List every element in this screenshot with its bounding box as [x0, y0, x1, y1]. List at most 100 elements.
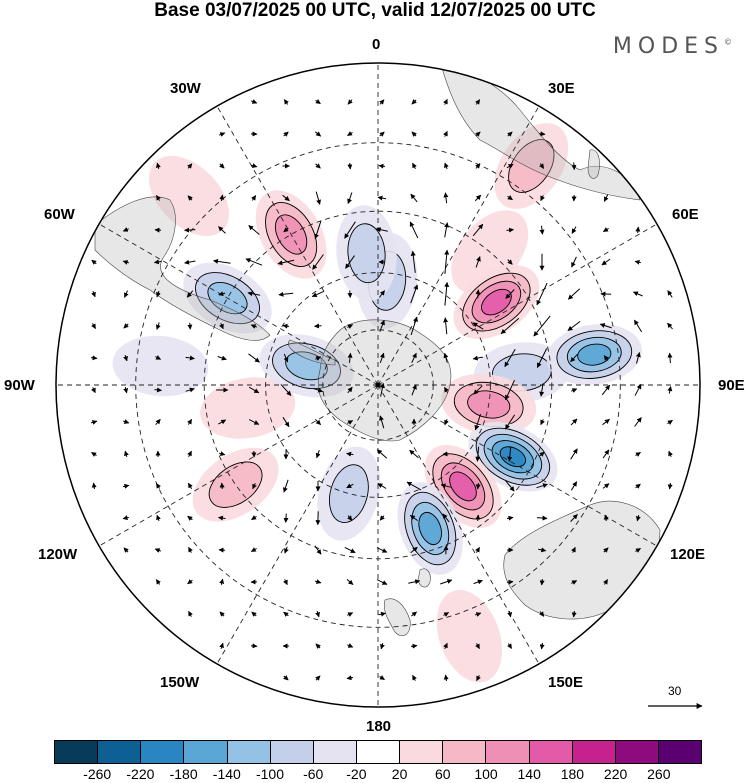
wind-arrow [315, 643, 321, 649]
wind-arrow [91, 259, 97, 265]
wind-arrow [505, 289, 515, 299]
wind-arrow [504, 414, 516, 430]
wind-arrow [633, 319, 643, 333]
wind-arrow [347, 192, 353, 204]
map-boundary [55, 62, 701, 708]
wind-arrow [475, 514, 481, 522]
wind-arrow [91, 387, 96, 394]
colorbar-tick-label: -260 [83, 766, 112, 782]
wind-arrow [406, 481, 422, 491]
wind-arrow [505, 480, 515, 492]
wind-arrow [444, 386, 449, 393]
wind-arrow [277, 259, 295, 266]
anomaly-contour [508, 139, 555, 193]
wind-arrow [344, 221, 356, 239]
wind-arrow [283, 353, 289, 363]
colorbar-cell [54, 740, 99, 764]
colorbar-cell [658, 740, 703, 764]
wind-arrow [443, 642, 448, 649]
wind-arrow [344, 546, 356, 554]
wind-arrow [218, 419, 227, 425]
wind-arrow [667, 290, 673, 298]
wind-arrow [247, 291, 261, 297]
wind-arrow [475, 482, 481, 490]
colorbar-tick-label: -220 [126, 766, 155, 782]
colorbar-tick-label: 260 [647, 766, 671, 782]
wind-arrow [475, 289, 481, 299]
wind-arrow [634, 417, 642, 427]
wind-arrow [602, 449, 610, 459]
wind-arrow [283, 227, 289, 233]
wind-arrow [311, 290, 324, 298]
wind-arrow [408, 579, 421, 585]
wind-arrow [124, 290, 129, 298]
wind-arrow [347, 324, 354, 329]
colorbar-cell [141, 740, 185, 764]
wind-arrow [667, 386, 673, 394]
wind-arrow [473, 385, 483, 395]
wind-arrow [218, 515, 226, 521]
anomaly-contour [418, 511, 442, 546]
wind-arrow [567, 321, 581, 331]
colorbar-cell [270, 740, 314, 764]
wind-arrow [410, 643, 418, 649]
wind-arrow [186, 290, 194, 298]
wind-arrow [540, 195, 545, 202]
wind-arrow [314, 579, 322, 584]
wind-arrow [187, 322, 193, 330]
wind-arrow [410, 316, 418, 336]
wind-arrow [188, 610, 193, 617]
wind-arrow [411, 611, 417, 617]
wind-arrow [409, 449, 419, 459]
colorbar-tick-label: 180 [560, 766, 585, 782]
wind-arrow [315, 163, 321, 169]
wind-arrow [185, 387, 195, 393]
pole-marker [375, 382, 381, 388]
wind-arrow [539, 578, 545, 586]
wind-arrow [507, 643, 513, 649]
wind-arrow [217, 355, 227, 361]
modes-logo: MODES© [612, 34, 732, 59]
colorbar-cell [400, 740, 444, 764]
wind-arrow [155, 162, 161, 170]
wind-arrow [567, 288, 581, 300]
wind-arrow [507, 610, 513, 618]
wind-arrow [409, 514, 418, 522]
lon-label-90w: 90W [4, 377, 35, 394]
wind-arrow [603, 547, 609, 553]
wind-arrow [187, 482, 193, 490]
wind-arrow [188, 546, 193, 553]
wind-arrow [347, 515, 353, 521]
wind-arrow [154, 387, 162, 393]
wind-arrow [440, 483, 452, 489]
wind-arrow [442, 513, 450, 523]
wind-arrow [507, 446, 513, 462]
wind-arrow [248, 419, 260, 425]
wind-arrow [187, 163, 193, 169]
wind-arrow [282, 479, 289, 493]
colorbar-tick-label: 60 [435, 766, 451, 782]
wind-arrow [347, 612, 354, 617]
wind-arrow [314, 131, 322, 137]
wind-arrow [570, 514, 578, 522]
wind-arrow [122, 515, 130, 521]
wind-arrow [90, 355, 98, 361]
wind-arrow [283, 99, 289, 105]
lon-label-120w: 120W [38, 546, 78, 563]
wind-arrow [601, 384, 611, 396]
wind-arrow [278, 291, 294, 297]
wind-arrow [602, 227, 609, 233]
wind-arrow [346, 579, 354, 585]
wind-arrow [476, 675, 481, 682]
wind-arrow [155, 355, 162, 360]
wind-arrow [213, 258, 231, 264]
wind-arrow [571, 162, 577, 171]
wind-arrow [507, 195, 513, 201]
wind-arrow [122, 483, 130, 489]
wind-arrow [475, 546, 480, 553]
wind-arrow [248, 225, 260, 235]
wind-arrow [539, 642, 545, 650]
wind-arrow [315, 610, 320, 618]
colorbar-tick-label: 20 [391, 766, 408, 782]
wind-arrow [378, 611, 386, 617]
